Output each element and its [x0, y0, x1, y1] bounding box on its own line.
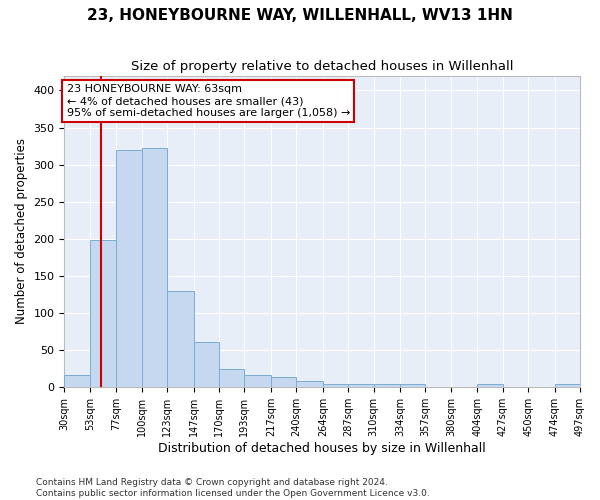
Text: Contains HM Land Registry data © Crown copyright and database right 2024.
Contai: Contains HM Land Registry data © Crown c… [36, 478, 430, 498]
Bar [219, 369, 244, 388]
Bar [296, 382, 323, 388]
Bar [323, 384, 348, 388]
Bar [167, 291, 194, 388]
Bar [478, 384, 503, 388]
Title: Size of property relative to detached houses in Willenhall: Size of property relative to detached ho… [131, 60, 514, 73]
X-axis label: Distribution of detached houses by size in Willenhall: Distribution of detached houses by size … [158, 442, 486, 455]
Bar [90, 240, 116, 388]
Bar [554, 384, 580, 388]
Bar [142, 148, 167, 388]
Text: 23, HONEYBOURNE WAY, WILLENHALL, WV13 1HN: 23, HONEYBOURNE WAY, WILLENHALL, WV13 1H… [87, 8, 513, 22]
Text: 23 HONEYBOURNE WAY: 63sqm
← 4% of detached houses are smaller (43)
95% of semi-d: 23 HONEYBOURNE WAY: 63sqm ← 4% of detach… [67, 84, 350, 117]
Bar [244, 376, 271, 388]
Bar [271, 377, 296, 388]
Bar [194, 342, 219, 388]
Bar [400, 384, 425, 388]
Bar [116, 150, 142, 388]
Bar [64, 374, 90, 388]
Bar [348, 384, 374, 388]
Bar [374, 384, 400, 388]
Y-axis label: Number of detached properties: Number of detached properties [15, 138, 28, 324]
